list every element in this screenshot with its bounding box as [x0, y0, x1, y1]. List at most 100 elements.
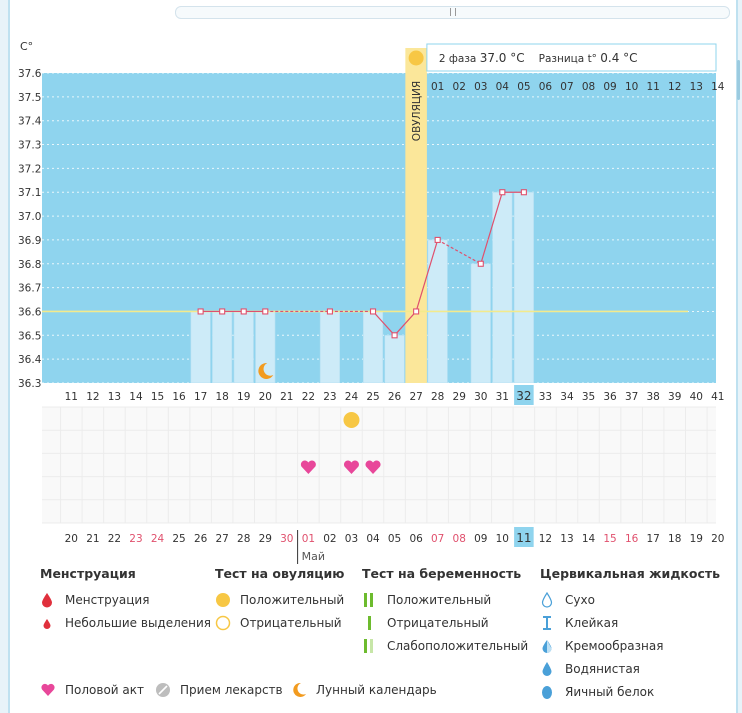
test-positive-icon	[362, 592, 380, 608]
temperature-point	[499, 189, 506, 196]
date-highlight	[514, 527, 534, 547]
cycle-day-label: 41	[711, 391, 724, 403]
y-tick-label: 36.4	[18, 354, 42, 366]
legend-intercourse: Половой акт	[40, 682, 144, 698]
cycle-day-label: 15	[151, 391, 164, 403]
legend-cervical-fluid: Цервикальная жидкость Сухо Клейкая Кремо…	[540, 566, 720, 703]
dry-icon	[540, 591, 558, 608]
legend-medication: Прием лекарств	[155, 682, 283, 698]
phase-info-text: 2 фаза 37.0 °C Разница t° 0.4 °C	[439, 51, 638, 65]
phase2-day-label: 06	[539, 81, 553, 93]
cycle-day-label: 39	[668, 391, 681, 403]
cycle-day-label: 21	[280, 391, 293, 403]
phase2-day-label: 04	[496, 81, 510, 93]
date-label: 03	[345, 533, 358, 545]
temperature-bar	[492, 191, 513, 384]
legend-item: Водянистая	[540, 657, 720, 680]
legend-item: Кремообразная	[540, 634, 720, 657]
watery-icon	[540, 661, 558, 677]
temperature-bar	[513, 191, 534, 384]
cycle-day-label: 19	[237, 391, 250, 403]
temperature-point	[262, 308, 269, 315]
date-label: 04	[366, 533, 380, 545]
legend-label: Положительный	[387, 592, 492, 607]
vertical-scrollbar[interactable]	[737, 60, 740, 100]
small-drop-icon	[40, 615, 58, 631]
cycle-day-label: 20	[259, 391, 272, 403]
horizontal-scrollbar[interactable]	[175, 6, 730, 19]
test-negative-icon	[362, 615, 380, 631]
cycle-day-row	[42, 383, 716, 409]
date-label: 18	[668, 533, 681, 545]
temperature-bar	[384, 335, 405, 384]
temperature-point	[219, 308, 226, 315]
legend-label: Небольшие выделения	[65, 615, 212, 630]
cycle-day-label: 34	[560, 391, 574, 403]
pill-icon	[155, 682, 173, 698]
legend-label: Сухо	[565, 592, 595, 607]
temperature-bar	[212, 311, 233, 384]
legend-item: Сухо	[540, 588, 720, 611]
legend-title: Менструация	[40, 566, 136, 581]
y-tick-label: 36.8	[18, 259, 41, 271]
date-label: 22	[108, 533, 121, 545]
date-label: 01	[302, 533, 315, 545]
phase2-day-label: 13	[690, 81, 703, 93]
temperature-line-segment	[394, 311, 417, 336]
cycle-day-label: 26	[388, 391, 402, 403]
cycle-day-label: 25	[366, 391, 379, 403]
phase2-day-label: 09	[603, 81, 616, 93]
date-label: 14	[582, 533, 596, 545]
ovulation-sun-icon	[408, 50, 424, 66]
legend-label: Клейкая	[565, 615, 619, 630]
cycle-day-label: 27	[409, 391, 422, 403]
cycle-day-label: 13	[108, 391, 121, 403]
legend-pregnancy-test: Тест на беременность Положительный Отриц…	[362, 566, 528, 657]
legend-title: Цервикальная жидкость	[540, 566, 721, 581]
phase-info-box	[426, 43, 717, 72]
temperature-point	[434, 236, 441, 243]
temperature-line-segment	[437, 239, 482, 265]
temperature-point	[369, 308, 377, 315]
cycle-day-label: 38	[646, 391, 659, 403]
date-label: 21	[86, 533, 99, 545]
y-tick-label: 37.3	[18, 140, 41, 152]
cycle-day-label: 28	[431, 391, 444, 403]
date-label: 28	[237, 533, 250, 545]
date-label: 08	[453, 533, 466, 545]
legend-label: Отрицательный	[387, 615, 489, 630]
date-label: 16	[625, 533, 639, 545]
legend-label: Половой акт	[65, 683, 144, 697]
cycle-day-label: 24	[345, 391, 359, 403]
phase2-day-label: 01	[431, 81, 444, 93]
test-weak-icon	[362, 638, 380, 654]
y-tick-label: 36.7	[18, 283, 41, 295]
legend-ovulation-test: Тест на овуляцию Положительный Отрицател…	[215, 566, 344, 634]
legend-menstruation: Менструация Менструация Небольшие выделе…	[40, 566, 211, 634]
phase2-day-label: 14	[711, 81, 725, 93]
temperature-point	[197, 308, 204, 315]
date-label: 30	[280, 533, 293, 545]
date-label: 24	[151, 533, 165, 545]
ovulation-test-positive-icon	[343, 412, 360, 428]
legend-item: Положительный	[215, 588, 344, 611]
cycle-day-label: 40	[690, 391, 703, 403]
date-label: 15	[603, 533, 616, 545]
cycle-day-label: 31	[496, 391, 509, 403]
date-label: 09	[474, 533, 487, 545]
legend-lunar: Лунный календарь	[291, 682, 437, 698]
ovulation-label: ОВУЛЯЦИЯ	[411, 81, 423, 141]
phase2-day-label: 05	[517, 81, 530, 93]
date-row	[42, 526, 716, 548]
legend-title: Тест на овуляцию	[215, 566, 345, 581]
temperature-line-segment	[372, 311, 396, 336]
legend-title: Тест на беременность	[362, 566, 522, 581]
cycle-day-label: 16	[172, 391, 186, 403]
bbt-chart: ОВУЛЯЦИЯ 2 фаза 37.0 °C Разница t° 0.4 °C 0…	[18, 40, 725, 564]
date-label: 12	[539, 533, 552, 545]
legend-label: Кремообразная	[565, 638, 664, 653]
phase2-day-label: 10	[625, 81, 638, 93]
scrollbar-grip-icon[interactable]	[450, 8, 456, 16]
temperature-bar	[233, 311, 254, 384]
moon-icon	[258, 362, 274, 379]
